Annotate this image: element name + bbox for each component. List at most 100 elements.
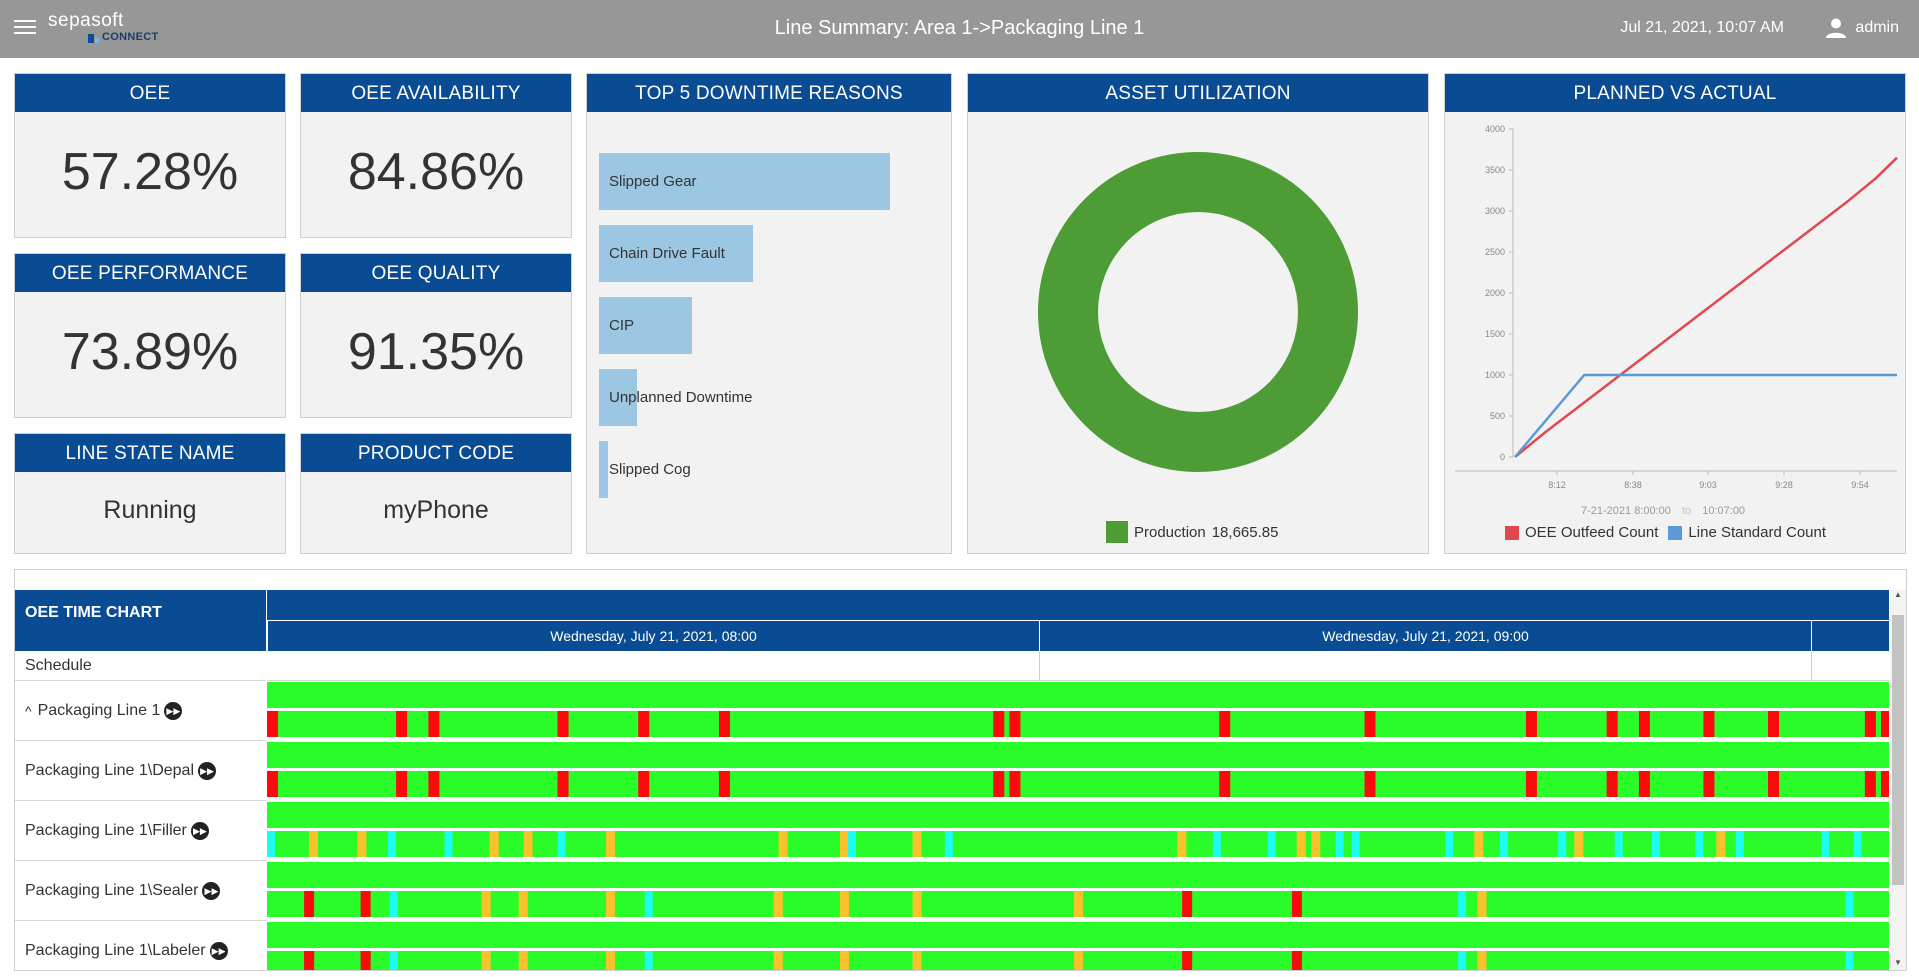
down-state-segment[interactable] (1864, 771, 1876, 797)
starved-state-segment[interactable] (944, 831, 953, 857)
down-state-segment[interactable] (993, 711, 1005, 737)
down-state-segment[interactable] (1606, 771, 1618, 797)
scroll-up-icon[interactable]: ▲ (1894, 590, 1902, 599)
blocked-state-segment[interactable] (489, 831, 499, 857)
collapse-chevron-icon[interactable]: ^ (25, 702, 32, 719)
down-state-segment[interactable] (428, 711, 440, 737)
starved-state-segment[interactable] (1695, 831, 1704, 857)
starved-state-segment[interactable] (1458, 891, 1467, 917)
running-state-band[interactable] (267, 771, 1889, 797)
blocked-state-segment[interactable] (1074, 891, 1083, 917)
down-state-segment[interactable] (304, 891, 315, 917)
down-state-segment[interactable] (267, 771, 278, 797)
blocked-state-segment[interactable] (912, 951, 922, 971)
time-chart-scrollbar[interactable]: ▲ ▼ (1890, 590, 1906, 970)
down-state-segment[interactable] (1219, 711, 1231, 737)
down-state-segment[interactable] (1291, 951, 1302, 961)
downtime-bar-3[interactable]: CIP (599, 297, 939, 354)
starved-state-segment[interactable] (1845, 891, 1854, 917)
blocked-state-segment[interactable] (357, 831, 367, 857)
down-state-segment[interactable] (718, 711, 730, 737)
downtime-bar-5[interactable]: Slipped Cog (599, 441, 939, 498)
down-state-segment[interactable] (638, 771, 650, 797)
down-state-segment[interactable] (360, 951, 371, 961)
starved-state-segment[interactable] (848, 831, 857, 857)
starved-state-segment[interactable] (644, 891, 653, 917)
running-state-band[interactable] (267, 862, 1889, 888)
drilldown-icon[interactable]: ▶▶ (164, 701, 183, 720)
down-state-segment[interactable] (1768, 711, 1780, 737)
blocked-state-segment[interactable] (308, 831, 318, 857)
down-state-segment[interactable] (1525, 711, 1537, 737)
line-standard-legend-label[interactable]: Line Standard Count (1688, 524, 1827, 541)
blocked-state-segment[interactable] (1311, 831, 1321, 857)
down-state-segment[interactable] (1881, 711, 1889, 737)
blocked-state-segment[interactable] (605, 831, 615, 857)
down-state-segment[interactable] (396, 711, 408, 737)
running-state-band[interactable] (267, 742, 1889, 768)
down-state-segment[interactable] (428, 771, 440, 797)
starved-state-segment[interactable] (444, 831, 453, 857)
donut-slice-production[interactable] (1038, 152, 1358, 472)
down-state-segment[interactable] (1182, 891, 1193, 917)
blocked-state-segment[interactable] (778, 831, 788, 857)
down-state-segment[interactable] (1606, 711, 1618, 737)
down-state-segment[interactable] (557, 711, 569, 737)
blocked-state-segment[interactable] (1074, 951, 1083, 971)
starved-state-segment[interactable] (1558, 831, 1567, 857)
drilldown-icon[interactable]: ▶▶ (209, 941, 228, 960)
down-state-segment[interactable] (1638, 711, 1650, 737)
oee-outfeed-count-line[interactable] (1514, 156, 1898, 458)
sepasoft-logo[interactable]: sepasoft CONNECT (48, 11, 158, 46)
running-state-band[interactable] (267, 802, 1889, 828)
down-state-segment[interactable] (718, 771, 730, 797)
down-state-segment[interactable] (1703, 771, 1715, 797)
down-state-segment[interactable] (304, 951, 315, 961)
row-label-depal[interactable]: Packaging Line 1\Depal ▶▶ (15, 741, 266, 801)
down-state-segment[interactable] (267, 711, 278, 737)
blocked-state-segment[interactable] (1716, 831, 1726, 857)
starved-state-segment[interactable] (1614, 831, 1623, 857)
blocked-state-segment[interactable] (481, 891, 491, 917)
row-label-labeler[interactable]: Packaging Line 1\Labeler ▶▶ (15, 921, 266, 970)
user-menu[interactable]: admin (1825, 16, 1899, 40)
downtime-bar-2[interactable]: Chain Drive Fault (599, 225, 939, 282)
down-state-segment[interactable] (1364, 711, 1376, 737)
starved-state-segment[interactable] (1458, 951, 1467, 971)
running-state-band[interactable] (267, 711, 1889, 737)
starved-state-segment[interactable] (1735, 831, 1744, 857)
drilldown-icon[interactable]: ▶▶ (198, 761, 217, 780)
down-state-segment[interactable] (1525, 771, 1537, 797)
blocked-state-segment[interactable] (518, 891, 528, 917)
blocked-state-segment[interactable] (1477, 891, 1487, 917)
starved-state-segment[interactable] (1445, 831, 1454, 857)
running-state-band[interactable] (267, 682, 1889, 708)
blocked-state-segment[interactable] (518, 951, 528, 971)
down-state-segment[interactable] (1219, 771, 1231, 797)
drilldown-icon[interactable]: ▶▶ (190, 821, 209, 840)
oee-outfeed-legend-label[interactable]: OEE Outfeed Count (1525, 524, 1659, 541)
running-state-band[interactable] (267, 922, 1889, 948)
down-state-segment[interactable] (993, 771, 1005, 797)
starved-state-segment[interactable] (1500, 831, 1509, 857)
down-state-segment[interactable] (1703, 711, 1715, 737)
row-label-packaging-line-1[interactable]: ^ Packaging Line 1 ▶▶ (15, 681, 266, 741)
blocked-state-segment[interactable] (773, 951, 783, 971)
blocked-state-segment[interactable] (605, 891, 615, 917)
starved-state-segment[interactable] (389, 891, 398, 917)
down-state-segment[interactable] (1881, 771, 1889, 797)
blocked-state-segment[interactable] (1574, 831, 1584, 857)
downtime-bar-4[interactable]: Unplanned Downtime (599, 369, 939, 426)
down-state-segment[interactable] (1182, 951, 1193, 961)
starved-state-segment[interactable] (1845, 951, 1854, 971)
running-state-band[interactable] (267, 831, 1889, 857)
downtime-bar-1[interactable]: Slipped Gear (599, 153, 939, 210)
starved-state-segment[interactable] (1267, 831, 1276, 857)
blocked-state-segment[interactable] (1477, 951, 1487, 971)
blocked-state-segment[interactable] (839, 831, 849, 857)
blocked-state-segment[interactable] (605, 951, 615, 971)
row-label-filler[interactable]: Packaging Line 1\Filler ▶▶ (15, 801, 266, 861)
starved-state-segment[interactable] (1335, 831, 1344, 857)
blocked-state-segment[interactable] (481, 951, 491, 971)
line-standard-count-line[interactable] (1514, 373, 1897, 458)
